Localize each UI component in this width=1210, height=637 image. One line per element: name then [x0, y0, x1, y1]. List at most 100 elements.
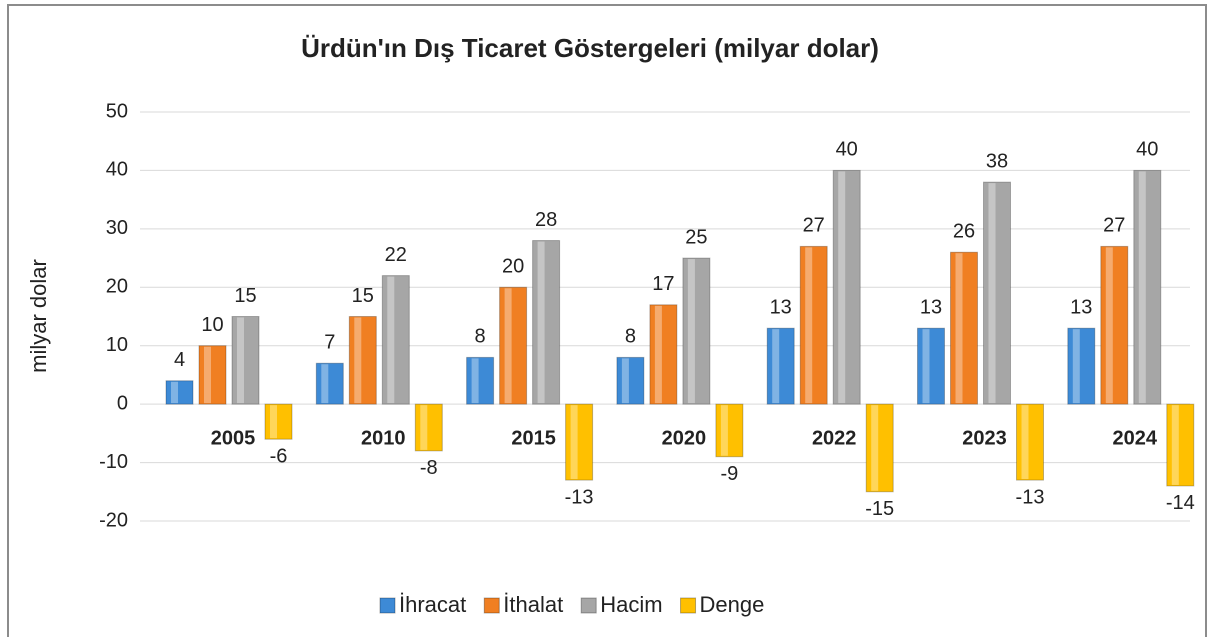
- bar-shine: [922, 329, 930, 404]
- bar: [1133, 169, 1162, 405]
- x-tick-label: 2024: [1113, 427, 1158, 449]
- bar-shine: [687, 259, 695, 404]
- bar-shine: [988, 183, 996, 404]
- bar-shine: [204, 346, 211, 404]
- data-label: 10: [201, 314, 223, 336]
- bar: [950, 251, 978, 405]
- legend-label: Denge: [700, 592, 765, 617]
- data-label: -8: [420, 457, 438, 479]
- bar: [1016, 403, 1044, 481]
- data-label: 13: [920, 296, 942, 318]
- y-tick-label: 0: [117, 392, 128, 414]
- data-label: -15: [865, 498, 894, 520]
- data-label: 8: [625, 326, 636, 348]
- data-label: -13: [1016, 486, 1045, 508]
- data-label: -14: [1166, 492, 1195, 514]
- chart-frame: [7, 4, 1207, 637]
- bar-shine: [321, 364, 329, 404]
- bar: [983, 181, 1011, 405]
- data-label: -9: [721, 463, 739, 485]
- bar-shine: [420, 405, 428, 450]
- bar: [264, 403, 293, 440]
- y-tick-label: 40: [106, 159, 128, 181]
- bar: [649, 304, 678, 405]
- y-tick-label: 20: [106, 276, 128, 298]
- bar: [865, 403, 894, 493]
- data-label: 28: [535, 209, 557, 231]
- bar-shine: [838, 171, 846, 404]
- bar-shine: [354, 317, 362, 404]
- data-label: 40: [836, 139, 858, 161]
- bar: [832, 169, 861, 405]
- y-tick-label: 10: [106, 334, 128, 356]
- x-tick-label: 2005: [211, 427, 256, 449]
- data-label: 8: [475, 326, 486, 348]
- data-label: 4: [174, 349, 185, 371]
- x-tick-label: 2015: [511, 427, 556, 449]
- x-tick-label: 2020: [662, 427, 707, 449]
- bar-shine: [1072, 329, 1080, 404]
- data-label: -6: [270, 445, 288, 467]
- x-tick-label: 2022: [812, 427, 857, 449]
- bar-shine: [270, 405, 277, 439]
- bar: [532, 240, 561, 405]
- data-label: 27: [1103, 215, 1125, 237]
- bar: [466, 356, 495, 405]
- bar: [682, 257, 711, 405]
- bar: [917, 327, 945, 405]
- bar-shine: [955, 253, 963, 404]
- x-tick-label: 2023: [962, 427, 1007, 449]
- legend-label: İhracat: [399, 592, 466, 617]
- chart-title: Ürdün'ın Dış Ticaret Göstergeleri (milya…: [301, 33, 879, 63]
- bar-shine: [654, 305, 662, 404]
- bar: [348, 316, 377, 405]
- legend-label: Hacim: [600, 592, 662, 617]
- bar: [715, 403, 744, 458]
- data-label: 27: [803, 215, 825, 237]
- data-label: 26: [953, 221, 975, 243]
- data-label: 17: [652, 273, 674, 295]
- data-label: 15: [234, 285, 256, 307]
- bar-shine: [387, 276, 395, 404]
- y-axis-label: milyar dolar: [26, 259, 51, 373]
- bar: [565, 403, 594, 481]
- legend-swatch: [483, 597, 500, 614]
- bar: [315, 362, 344, 405]
- legend-swatch: [379, 597, 396, 614]
- data-label: -13: [565, 486, 594, 508]
- y-tick-label: 50: [106, 100, 128, 122]
- bar-shine: [871, 405, 879, 491]
- bar-shine: [471, 358, 479, 404]
- y-tick-label: -10: [99, 451, 128, 473]
- bar: [766, 327, 795, 405]
- data-label: 25: [685, 226, 707, 248]
- bar: [499, 286, 528, 405]
- legend-swatch: [680, 597, 697, 614]
- bar: [799, 245, 828, 405]
- legend-swatch: [580, 597, 597, 614]
- bar: [1100, 245, 1129, 405]
- bar-shine: [772, 329, 780, 404]
- bar-shine: [171, 381, 178, 404]
- bar-shine: [237, 317, 244, 404]
- bar: [616, 356, 645, 405]
- y-tick-label: 30: [106, 217, 128, 239]
- y-tick-label: -20: [99, 509, 128, 531]
- bar: [231, 316, 260, 405]
- bar-shine: [504, 288, 512, 404]
- bar-shine: [537, 241, 545, 404]
- bar-shine: [1171, 405, 1179, 485]
- bar-shine: [1105, 247, 1113, 404]
- bar: [165, 380, 194, 405]
- bar: [1067, 327, 1096, 405]
- bar: [414, 403, 443, 452]
- bar-shine: [720, 405, 728, 456]
- data-label: 40: [1136, 139, 1158, 161]
- bar-shine: [1138, 171, 1146, 404]
- bar-shine: [621, 358, 629, 404]
- legend-label: İthalat: [503, 592, 563, 617]
- data-label: 20: [502, 256, 524, 278]
- data-label: 15: [352, 285, 374, 307]
- data-label: 13: [1070, 296, 1092, 318]
